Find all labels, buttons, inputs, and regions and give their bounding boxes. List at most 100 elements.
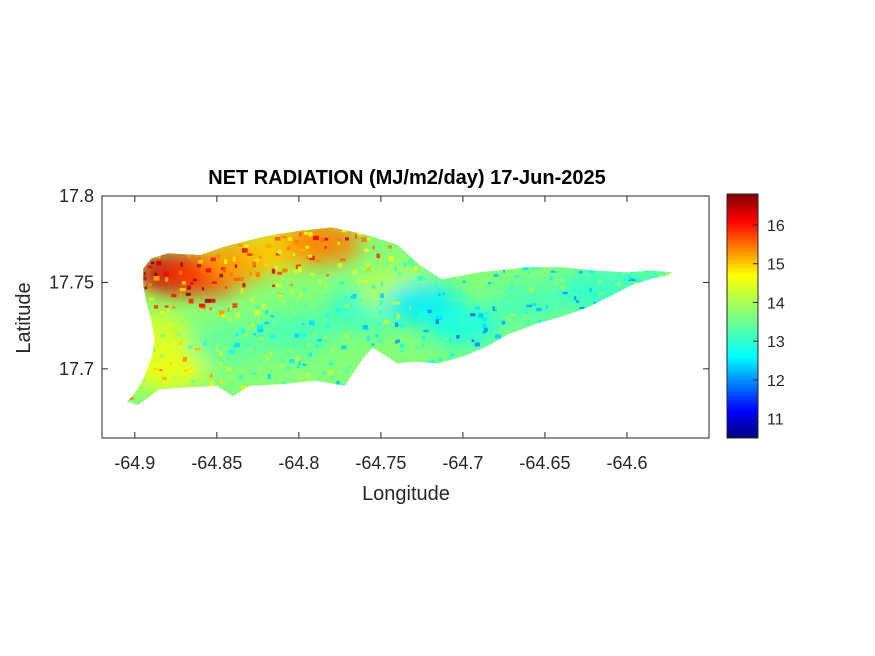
heat-speckle <box>408 259 414 265</box>
heat-speckle <box>210 344 214 348</box>
heat-speckle <box>417 346 422 351</box>
heat-speckle <box>627 275 631 280</box>
y-axis-label: Latitude <box>13 282 35 353</box>
heat-speckle <box>417 308 420 312</box>
heat-speckle <box>355 234 358 239</box>
heat-speckle <box>277 271 282 275</box>
heat-speckle <box>149 297 155 301</box>
heat-speckle <box>240 385 245 390</box>
heat-speckle <box>403 263 407 267</box>
x-tick-label: -64.6 <box>606 453 647 473</box>
heat-speckle <box>289 359 295 364</box>
heat-speckle <box>167 323 170 327</box>
heat-speckle <box>290 290 294 294</box>
heat-speckle <box>244 244 249 248</box>
heat-speckle <box>330 277 335 283</box>
heat-speckle <box>156 260 162 266</box>
heat-speckle <box>160 310 164 314</box>
heat-speckle <box>459 317 465 322</box>
colorbar-frame <box>726 193 759 439</box>
heat-speckle <box>395 322 399 327</box>
heat-speckle <box>271 268 276 274</box>
heat-speckle <box>364 298 369 302</box>
heat-speckle <box>309 273 314 276</box>
heat-speckle <box>174 376 180 380</box>
heat-speckle <box>514 275 520 278</box>
y-tick-label: 17.7 <box>59 359 94 379</box>
x-axis-label: Longitude <box>362 483 450 505</box>
heat-speckle <box>593 301 596 306</box>
heat-speckle <box>467 340 470 343</box>
heat-speckle <box>251 261 256 267</box>
heat-hotspot <box>195 320 272 365</box>
heat-speckle <box>249 272 252 276</box>
colorbar-tick-label: 12 <box>767 373 785 390</box>
heat-speckle <box>588 270 594 276</box>
heat-speckle <box>210 298 216 303</box>
heat-speckle <box>188 345 193 349</box>
heat-speckle <box>422 345 425 348</box>
heat-speckle <box>302 363 307 366</box>
heat-speckle <box>279 362 285 368</box>
heat-speckle <box>274 237 281 241</box>
heat-speckle <box>427 334 430 338</box>
heat-speckle <box>417 276 423 282</box>
heat-speckle <box>266 322 271 327</box>
heat-speckle <box>241 248 248 253</box>
heat-speckle <box>323 336 328 339</box>
heat-speckle <box>226 330 233 335</box>
heat-speckle <box>327 370 334 375</box>
heat-speckle <box>492 318 499 321</box>
heat-speckle <box>212 347 217 352</box>
heat-speckle <box>399 323 405 328</box>
heat-speckle <box>282 268 288 273</box>
heat-speckle <box>456 335 460 339</box>
heat-speckle <box>292 252 296 257</box>
heat-speckle <box>423 329 429 333</box>
heat-speckle <box>461 324 467 328</box>
heat-speckle <box>375 334 379 338</box>
heat-speckle <box>399 349 404 353</box>
heat-speckle <box>299 248 306 252</box>
heat-speckle <box>493 273 499 277</box>
heat-speckle <box>659 274 664 278</box>
heat-speckle <box>144 286 148 290</box>
heat-speckle <box>288 237 293 241</box>
heat-speckle <box>362 325 368 330</box>
heat-speckle <box>507 277 514 282</box>
heat-speckle <box>470 313 476 317</box>
heat-speckle <box>458 291 463 295</box>
heat-speckle <box>501 320 506 325</box>
heat-speckle <box>219 363 223 367</box>
heat-speckle <box>279 358 285 364</box>
heat-speckle <box>420 312 424 316</box>
heat-speckle <box>221 314 227 318</box>
heat-speckle <box>145 369 148 375</box>
heat-speckle <box>383 319 390 325</box>
heat-speckle <box>257 328 264 333</box>
heat-speckle <box>209 382 215 387</box>
heat-speckle <box>344 296 348 300</box>
heat-speckle <box>361 237 367 242</box>
heat-speckle <box>176 327 181 330</box>
heat-speckle <box>258 353 261 356</box>
heat-speckle <box>277 284 283 289</box>
heat-speckle <box>396 313 401 319</box>
heat-speckle <box>247 253 253 256</box>
heat-speckle <box>219 351 223 356</box>
heat-speckle <box>187 285 191 290</box>
heat-speckle <box>474 342 480 347</box>
heat-speckle <box>482 330 486 334</box>
heat-speckle <box>181 281 186 285</box>
heat-speckle <box>228 349 235 354</box>
map-axes: -64.9 -64.85 -64.8 -64.75 -64.7 -64.65 -64.6 1… <box>49 186 710 473</box>
heat-speckle <box>317 338 322 342</box>
heat-speckle <box>267 374 272 379</box>
heat-speckle <box>263 321 270 325</box>
heat-speckle <box>302 288 307 293</box>
heat-speckle <box>344 278 347 280</box>
heat-speckle <box>194 347 201 351</box>
heat-speckle <box>405 266 409 270</box>
heat-speckle <box>499 291 502 295</box>
heat-speckle <box>233 277 240 281</box>
